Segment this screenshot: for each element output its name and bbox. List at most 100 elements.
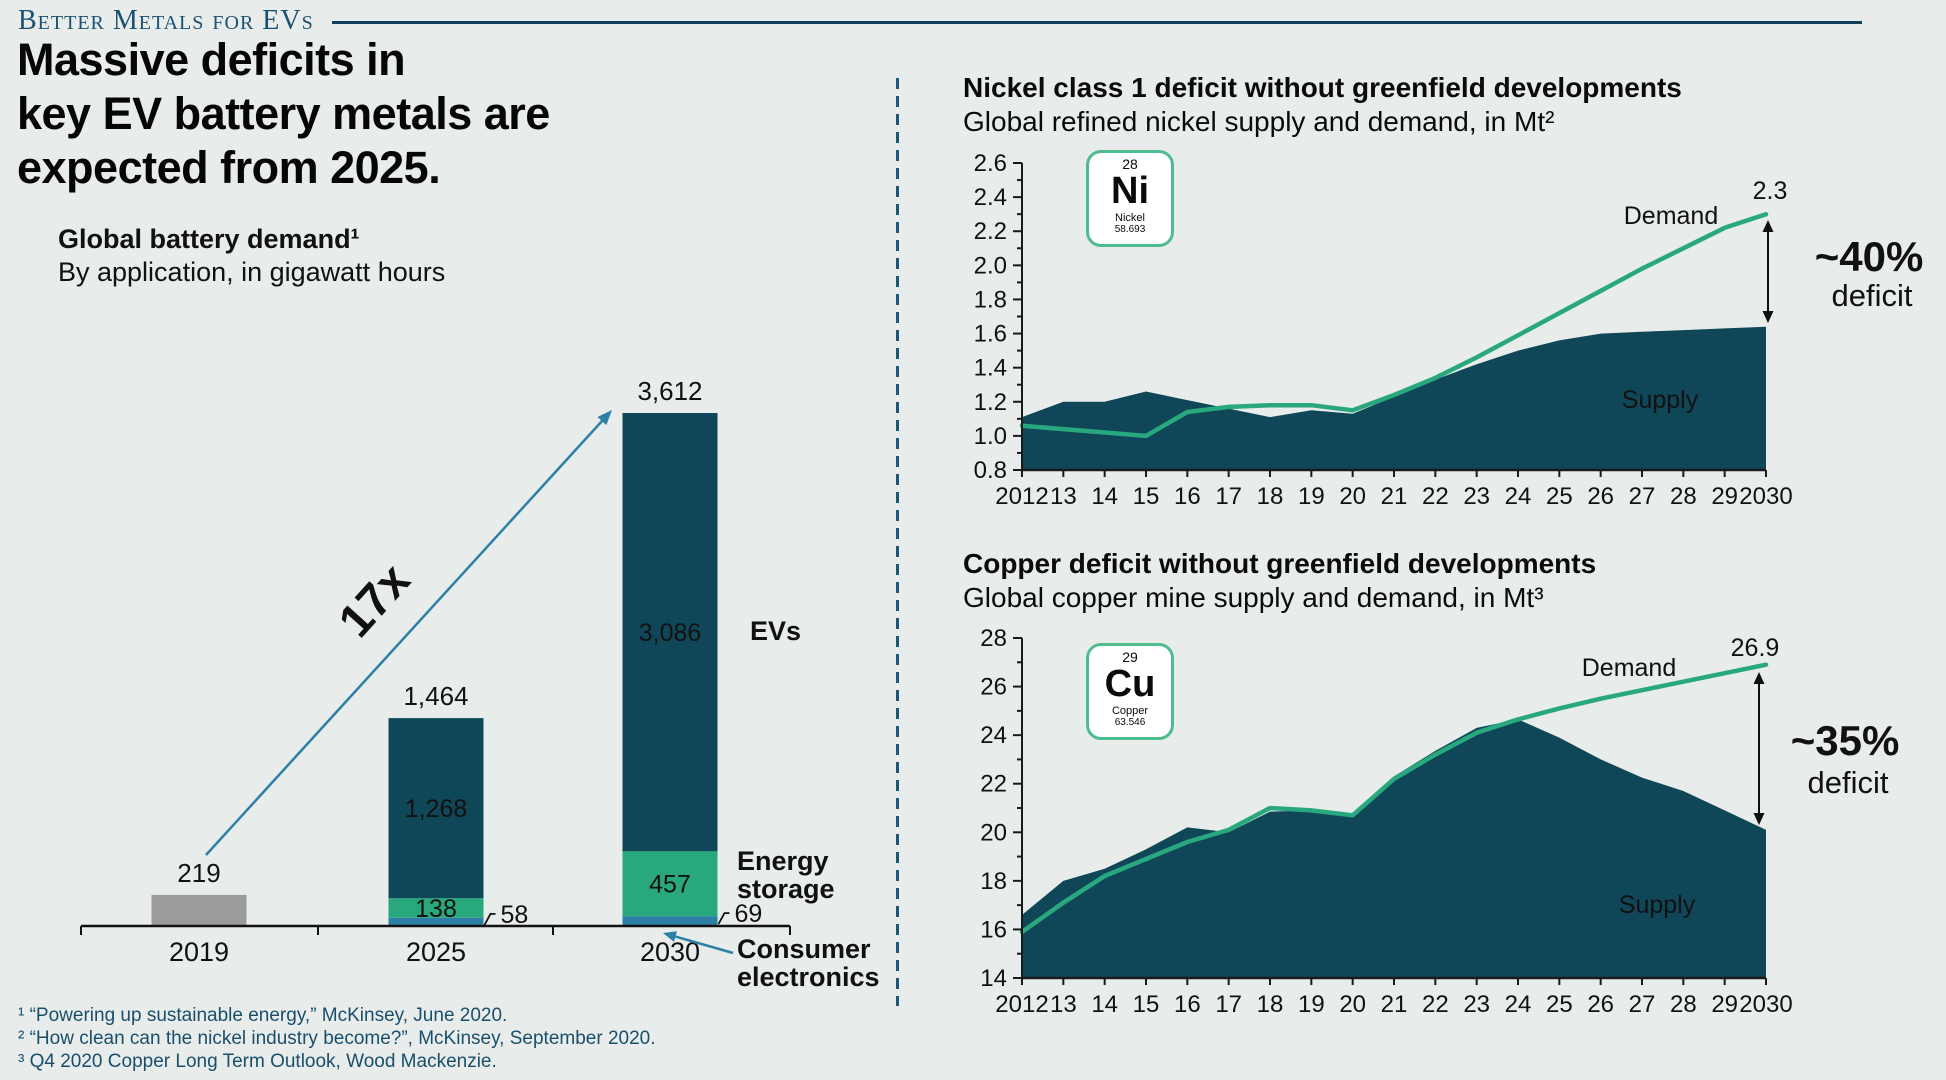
bar-total-label: 219 bbox=[177, 858, 220, 888]
x-tick-label: 23 bbox=[1463, 991, 1490, 1018]
x-tick-label: 19 bbox=[1298, 991, 1325, 1018]
x-tick-label: 21 bbox=[1381, 483, 1408, 510]
x-tick-label: 22 bbox=[1422, 991, 1449, 1018]
x-tick-label: 28 bbox=[1670, 483, 1697, 510]
growth-multiplier-label: 17x bbox=[328, 553, 420, 647]
x-tick-label: 27 bbox=[1629, 483, 1656, 510]
bar-segment-evs bbox=[622, 413, 718, 852]
consumer-pointer-head-icon bbox=[663, 931, 677, 942]
bar-total-label: 3,612 bbox=[637, 376, 702, 406]
y-tick-label: 24 bbox=[980, 722, 1007, 749]
y-tick-label: 1.8 bbox=[974, 286, 1007, 313]
y-tick-label: 16 bbox=[980, 916, 1007, 943]
x-tick-label: 22 bbox=[1422, 483, 1449, 510]
bar-category-label: 2019 bbox=[169, 937, 229, 967]
deficit-arrow-top-icon bbox=[1762, 220, 1774, 232]
x-tick-label: 18 bbox=[1257, 483, 1284, 510]
periodic-element-copper: 29 Cu Copper 63.546 bbox=[1086, 643, 1174, 740]
element-atomic-mass: 58.693 bbox=[1114, 224, 1146, 235]
x-tick-label: 2012 bbox=[995, 991, 1048, 1018]
bar-segment-consumer-electronics bbox=[622, 916, 718, 926]
deficit-arrow-bottom-icon bbox=[1753, 813, 1765, 825]
element-number: 28 bbox=[1122, 156, 1138, 172]
copper-chart-title: Copper deficit without greenfield develo… bbox=[963, 548, 1597, 579]
deficit-percent: ~35% bbox=[1791, 717, 1900, 764]
x-tick-label: 25 bbox=[1546, 991, 1573, 1018]
page-title-line-3: expected from 2025. bbox=[17, 142, 441, 193]
y-tick-label: 1.4 bbox=[974, 355, 1007, 382]
x-tick-label: 18 bbox=[1257, 991, 1284, 1018]
element-number: 29 bbox=[1122, 649, 1138, 665]
callout-elbow bbox=[483, 913, 496, 926]
demand-end-value: 26.9 bbox=[1731, 634, 1780, 662]
x-tick-label: 20 bbox=[1339, 483, 1366, 510]
bar-total-label: 1,464 bbox=[403, 681, 468, 711]
deficit-percent: ~40% bbox=[1815, 233, 1924, 280]
y-tick-label: 2.0 bbox=[974, 252, 1007, 279]
y-tick-label: 1.2 bbox=[974, 389, 1007, 416]
segment-callout-value: 69 bbox=[735, 900, 763, 928]
x-tick-label: 13 bbox=[1050, 483, 1077, 510]
supply-series-label: Supply bbox=[1619, 891, 1696, 919]
x-tick-label: 26 bbox=[1587, 991, 1614, 1018]
y-tick-label: 28 bbox=[980, 625, 1007, 652]
segment-value-label: 1,268 bbox=[405, 795, 468, 823]
x-tick-label: 24 bbox=[1505, 483, 1532, 510]
y-tick-label: 2.6 bbox=[974, 150, 1007, 177]
x-tick-label: 2030 bbox=[1739, 991, 1792, 1018]
x-tick-label: 29 bbox=[1711, 991, 1738, 1018]
demand-series-label: Demand bbox=[1624, 202, 1719, 230]
x-tick-label: 14 bbox=[1091, 483, 1118, 510]
element-symbol: Cu bbox=[1104, 663, 1156, 705]
y-tick-label: 18 bbox=[980, 868, 1007, 895]
element-symbol: Ni bbox=[1111, 170, 1149, 212]
nickel-chart-subtitle: Global refined nickel supply and demand,… bbox=[963, 106, 1555, 137]
x-tick-label: 16 bbox=[1174, 483, 1201, 510]
battery-chart-subheading: By application, in gigawatt hours bbox=[58, 257, 446, 287]
growth-arrow-head-icon bbox=[597, 410, 612, 426]
legend-label-energy: Energy bbox=[737, 846, 829, 876]
deficit-arrow-top-icon bbox=[1753, 672, 1765, 684]
y-tick-label: 22 bbox=[980, 771, 1007, 798]
eyebrow-rule bbox=[332, 21, 1862, 24]
footnote: ¹ “Powering up sustainable energy,” McKi… bbox=[18, 1005, 508, 1026]
segment-callout-value: 58 bbox=[501, 901, 529, 929]
x-tick-label: 13 bbox=[1050, 991, 1077, 1018]
deficit-word: deficit bbox=[1832, 278, 1913, 313]
page-title: Massive deficits in key EV battery metal… bbox=[17, 33, 550, 195]
y-tick-label: 2.2 bbox=[974, 218, 1007, 245]
bar-segment-consumer-electronics bbox=[388, 917, 484, 926]
footnote: ² “How clean can the nickel industry bec… bbox=[18, 1028, 656, 1049]
segment-value-label: 457 bbox=[649, 871, 691, 899]
section-divider bbox=[896, 78, 899, 1006]
nickel-supply-demand-chart: 0.8 1.0 1.2 1.4 1.6 1.8 2.0 2.2 2.4 2.6 2012 13 14 15… bbox=[974, 150, 1924, 510]
page-title-line-1: Massive deficits in bbox=[17, 34, 406, 85]
x-tick-label: 27 bbox=[1629, 991, 1656, 1018]
consumer-electronics-pointer bbox=[670, 933, 734, 955]
demand-line bbox=[1019, 662, 1769, 935]
legend-label-storage: storage bbox=[737, 874, 835, 904]
page-title-line-2: key EV battery metals are bbox=[17, 88, 550, 139]
y-tick-label: 26 bbox=[980, 674, 1007, 701]
x-tick-label: 16 bbox=[1174, 991, 1201, 1018]
deficit-word: deficit bbox=[1808, 765, 1889, 800]
x-tick-label: 15 bbox=[1133, 483, 1160, 510]
bar-segment-energy-storage bbox=[388, 898, 484, 918]
demand-end-value: 2.3 bbox=[1753, 177, 1788, 205]
demand-series-label: Demand bbox=[1582, 654, 1677, 682]
x-tick-label: 29 bbox=[1711, 483, 1738, 510]
footnote: ³ Q4 2020 Copper Long Term Outlook, Wood… bbox=[18, 1051, 497, 1072]
supply-area bbox=[1022, 326, 1766, 470]
y-tick-label: 20 bbox=[980, 819, 1007, 846]
element-atomic-mass: 63.546 bbox=[1114, 717, 1146, 728]
bar-segment-energy-storage bbox=[622, 851, 718, 917]
y-tick-label: 1.0 bbox=[974, 423, 1007, 450]
x-tick-label: 25 bbox=[1546, 483, 1573, 510]
copper-supply-demand-chart: 14 16 18 20 22 24 26 28 2012 13 14 15 16 17 18 19 20 21 22… bbox=[980, 625, 1900, 1018]
element-name: Copper bbox=[1111, 705, 1149, 717]
eyebrow-title: Better Metals for EVs bbox=[18, 5, 314, 36]
y-tick-label: 2.4 bbox=[974, 184, 1007, 211]
battery-chart-heading: Global battery demand¹ bbox=[58, 224, 360, 254]
segment-value-label: 3,086 bbox=[639, 619, 702, 647]
